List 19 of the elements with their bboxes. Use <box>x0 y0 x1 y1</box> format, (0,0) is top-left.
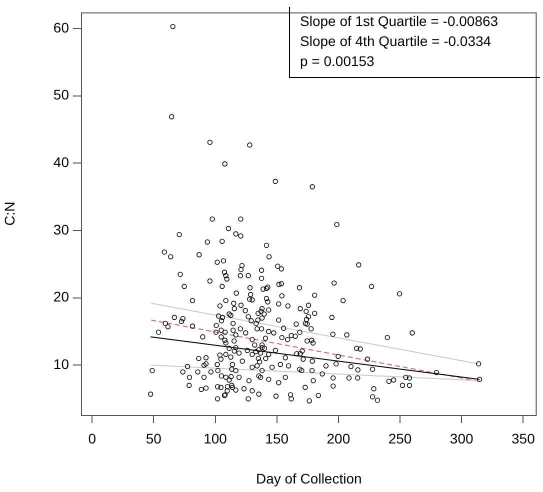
y-tick-label: 50 <box>53 86 70 103</box>
annotation: Slope of 1st Quartile = -0.00863 <box>300 12 500 31</box>
x-tick-label: 200 <box>326 430 350 446</box>
x-tick-label: 0 <box>88 430 96 446</box>
x-tick-label: 300 <box>450 430 474 446</box>
x-tick-label: 50 <box>146 430 162 446</box>
x-tick-label: 100 <box>204 430 228 446</box>
x-tick-label: 250 <box>388 430 412 446</box>
annotation: Slope of 4th Quartile = -0.0334 <box>300 32 492 51</box>
x-axis-title: Day of Collection <box>256 470 362 486</box>
x-tick-label: 350 <box>512 430 536 446</box>
x-tick-label: 150 <box>265 430 289 446</box>
y-tick-label: 30 <box>53 221 70 238</box>
y-tick-label: 20 <box>53 288 70 305</box>
annotation: p = 0.00153 <box>300 52 376 71</box>
y-tick-label: 40 <box>53 154 70 170</box>
y-tick-label: 60 <box>53 19 70 36</box>
y-tick-label: 10 <box>53 356 70 372</box>
y-axis-title: C:N <box>1 202 18 226</box>
